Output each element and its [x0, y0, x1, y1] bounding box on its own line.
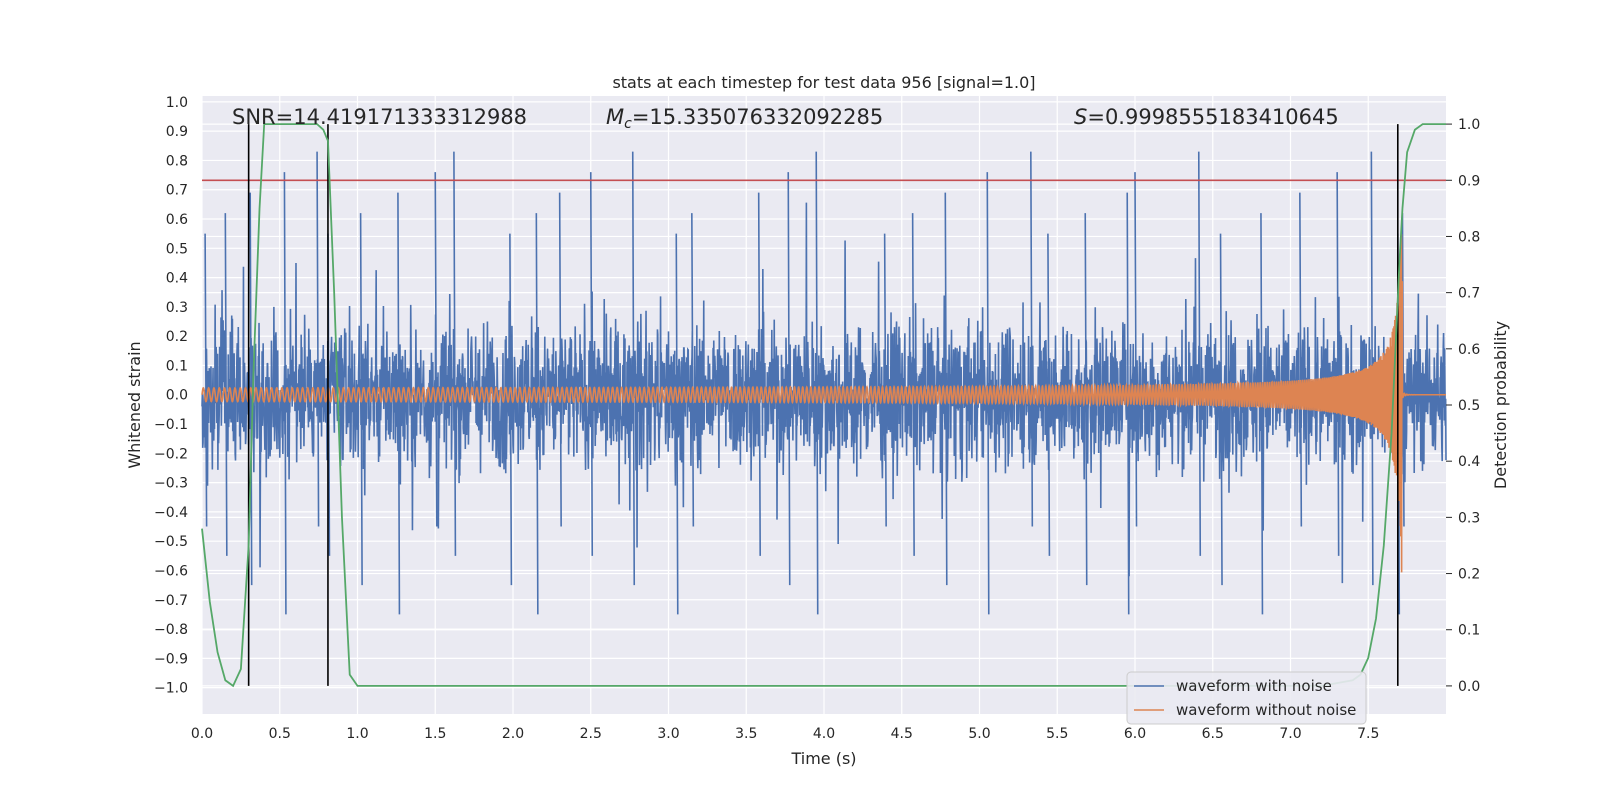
x-tick-label: 0.0: [191, 726, 213, 742]
x-tick-label: 3.5: [735, 726, 757, 742]
y-left-tick-label: 0.9: [166, 124, 188, 140]
y-left-tick-label: −0.2: [154, 446, 188, 462]
legend-label-noisy: waveform with noise: [1176, 677, 1332, 695]
y-right-tick-label: 0.2: [1458, 567, 1480, 583]
x-tick-label: 1.0: [346, 726, 368, 742]
y-right-tick-labels: 1.0 0.9 0.8 0.7 0.6 0.5 0.4 0.3 0.2 0.1 0.0: [1446, 117, 1480, 695]
x-tick-label: 2.0: [502, 726, 524, 742]
y-axis-label-right: Detection probability: [1491, 321, 1510, 489]
y-right-tick-label: 0.7: [1458, 286, 1480, 302]
y-left-tick-label: 0.7: [166, 183, 188, 199]
x-tick-label: 3.0: [657, 726, 679, 742]
y-left-tick-label: −0.9: [154, 651, 188, 667]
y-right-tick-label: 0.8: [1458, 229, 1480, 245]
y-right-tick-label: 0.6: [1458, 342, 1480, 358]
y-right-tick-label: 1.0: [1458, 117, 1480, 133]
score-value: =0.9998555183410645: [1087, 105, 1338, 129]
x-tick-label: 1.5: [424, 726, 446, 742]
y-axis-label-left: Whitened strain: [125, 341, 144, 468]
x-tick-labels: 0.0 0.5 1.0 1.5 2.0 2.5 3.0 3.5 4.0 4.5 5.0 5.5 6.0 6…: [191, 726, 1380, 742]
clean-waveform-line: [201, 234, 1446, 573]
y-left-tick-label: 0.3: [166, 300, 188, 316]
score-annotation: S=0.9998555183410645: [1074, 105, 1339, 129]
x-tick-label: 6.0: [1124, 726, 1146, 742]
y-left-tick-label: 0.1: [166, 358, 188, 374]
y-left-tick-label: −0.3: [154, 476, 188, 492]
chart-title: stats at each timestep for test data 956…: [612, 73, 1035, 92]
x-tick-label: 7.0: [1279, 726, 1301, 742]
legend: waveform with noise waveform without noi…: [1126, 671, 1367, 725]
chirp-mass-annotation: Mc=15.335076332092285: [606, 105, 883, 132]
x-tick-label: 4.5: [891, 726, 913, 742]
y-left-tick-label: −0.1: [154, 417, 188, 433]
y-right-tick-label: 0.4: [1458, 454, 1480, 470]
y-left-tick-label: 1.0: [166, 95, 188, 111]
y-right-tick-label: 0.1: [1458, 623, 1480, 639]
y-right-tick-label: 0.3: [1458, 510, 1480, 526]
y-left-tick-label: 0.4: [166, 271, 188, 287]
x-tick-label: 6.5: [1202, 726, 1224, 742]
y-right-tick-label: 0.5: [1458, 398, 1480, 414]
detection-probability-line: [201, 123, 1446, 688]
y-right-tick-label: 0.0: [1458, 679, 1480, 695]
y-left-tick-label: −0.6: [154, 563, 188, 579]
chirp-mass-subscript: c: [624, 116, 632, 132]
score-symbol: S: [1074, 105, 1087, 129]
x-tick-label: 7.5: [1357, 726, 1379, 742]
y-left-tick-labels: 1.0 0.9 0.8 0.7 0.6 0.5 0.4 0.3 0.2 0.1 0.0 −0.1 −0.…: [154, 95, 188, 697]
chirp-mass-value: =15.335076332092285: [632, 105, 883, 129]
x-tick-label: 5.5: [1046, 726, 1068, 742]
y-left-tick-label: 0.8: [166, 153, 188, 169]
probability-layer: [201, 123, 1446, 688]
y-left-tick-label: −0.4: [154, 505, 188, 521]
x-tick-label: 4.0: [813, 726, 835, 742]
x-tick-label: 5.0: [968, 726, 990, 742]
y-left-tick-label: −1.0: [154, 681, 188, 697]
y-left-tick-label: 0.0: [166, 388, 188, 404]
legend-box: [1126, 671, 1367, 725]
y-left-tick-label: 0.2: [166, 329, 188, 345]
noisy-waveform-line: [201, 151, 1447, 615]
y-left-tick-label: −0.5: [154, 534, 188, 550]
y-left-tick-label: −0.8: [154, 622, 188, 638]
snr-annotation: SNR=14.419171333312988: [232, 105, 527, 129]
y-left-tick-label: −0.7: [154, 593, 188, 609]
clean-waveform-layer: [201, 234, 1446, 573]
x-axis-label: Time (s): [790, 749, 856, 768]
noisy-waveform-layer: [201, 151, 1447, 615]
x-tick-label: 2.5: [580, 726, 602, 742]
reference-lines-layer: [202, 124, 1446, 686]
legend-label-clean: waveform without noise: [1176, 701, 1356, 719]
y-left-tick-label: 0.6: [166, 212, 188, 228]
chirp-mass-symbol: M: [606, 105, 624, 129]
y-right-tick-label: 0.9: [1458, 173, 1480, 189]
y-left-tick-label: 0.5: [166, 241, 188, 257]
x-tick-label: 0.5: [269, 726, 291, 742]
